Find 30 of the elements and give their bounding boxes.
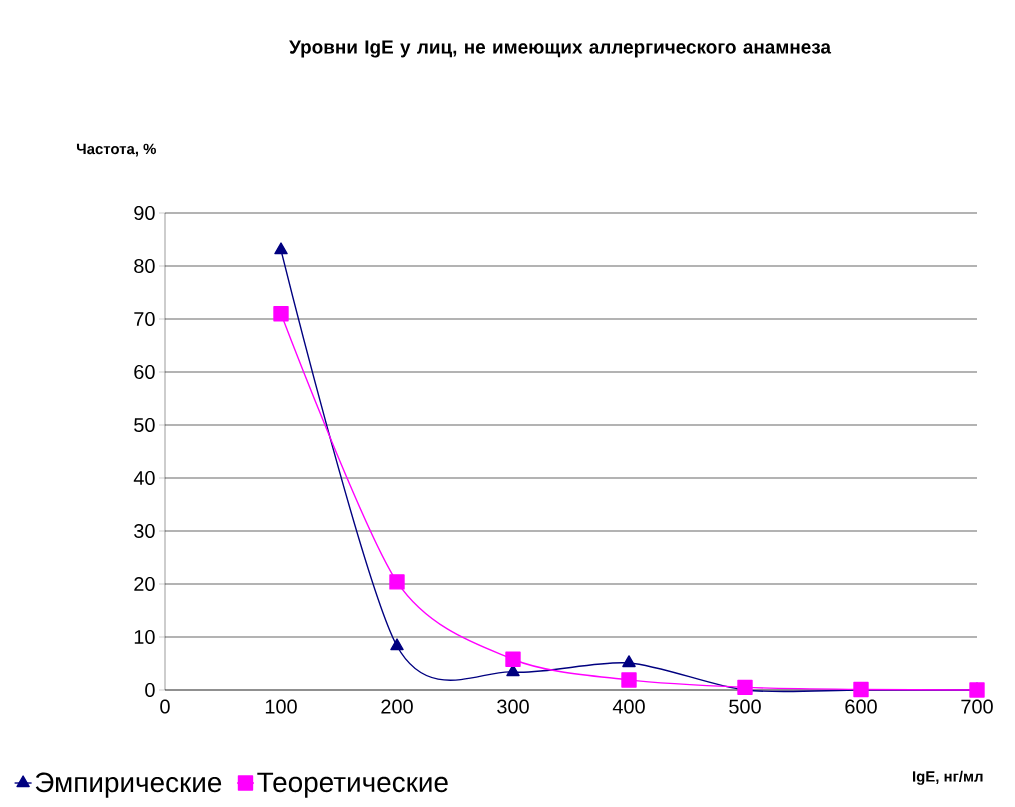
point: [274, 242, 288, 255]
y-tick-label: 60: [134, 364, 155, 380]
x-tick-label: 700: [961, 699, 993, 714]
x-tick-label: 300: [497, 699, 529, 714]
y-tick-label: 30: [134, 523, 155, 539]
point: [389, 574, 405, 590]
y-tick-label: 10: [134, 629, 155, 645]
y-tick-label: 80: [134, 258, 155, 274]
legend-label: Эмпирические: [35, 772, 222, 798]
x-tick-label: 0: [160, 699, 170, 714]
y-tick-label: 70: [134, 311, 155, 327]
point: [622, 655, 636, 668]
point: [505, 651, 521, 667]
point: [621, 672, 637, 688]
point: [273, 306, 289, 322]
y-tick-label: 20: [134, 576, 155, 592]
x-tick-label: 600: [845, 699, 877, 714]
legend-label: Теоретические: [257, 772, 448, 798]
x-tick-label: 400: [612, 699, 645, 714]
y-axis-title: Частота, %: [76, 143, 156, 157]
y-tick-label: 50: [134, 417, 155, 433]
chart-title: Уровни IgE у лиц, не имеющих аллергического анамнеза: [289, 40, 832, 58]
y-tick-label: 40: [133, 470, 155, 486]
x-tick-label: 500: [729, 699, 761, 714]
x-tick-label: 100: [265, 699, 297, 714]
y-tick-label: 0: [145, 682, 155, 698]
x-axis-title: IgE, нг/мл: [913, 770, 983, 785]
y-tick-label: 90: [134, 205, 155, 221]
x-tick-label: 200: [381, 699, 413, 714]
point: [390, 638, 404, 651]
